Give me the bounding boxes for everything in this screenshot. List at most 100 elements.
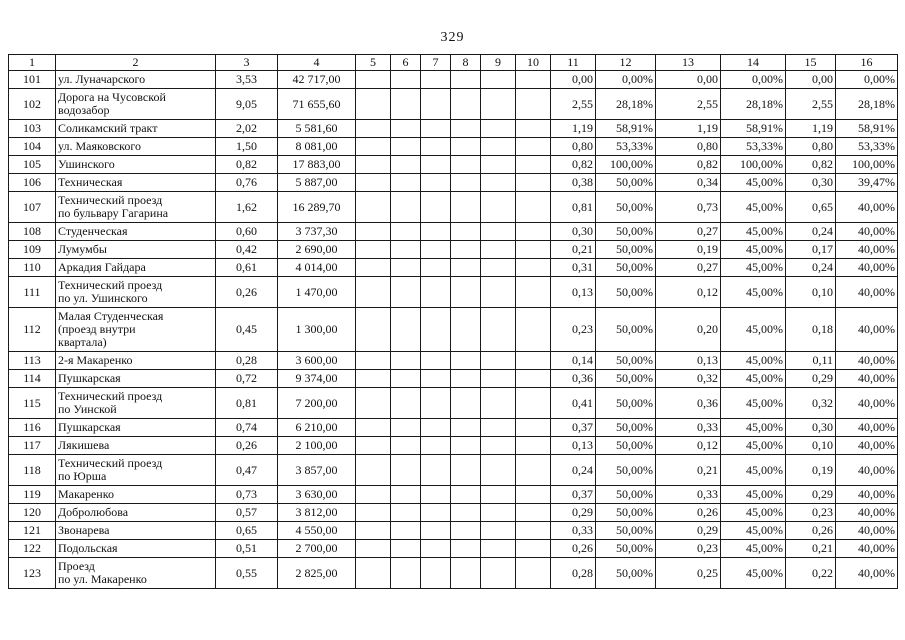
value-cell: 5 581,60 xyxy=(277,119,356,138)
value-cell: 40,00% xyxy=(835,307,898,352)
value-cell: 0,28 xyxy=(215,351,278,370)
empty-cell xyxy=(355,418,391,437)
row-number-cell: 111 xyxy=(8,276,56,308)
table-row: 120 Добролюбова 0,57 3 812,00 0,29 50,00% 0,26… xyxy=(8,503,898,522)
street-name-cell: Малая Студенческая (проезд внутри кварта… xyxy=(55,307,216,352)
row-number-cell: 122 xyxy=(8,539,56,558)
value-cell: 0,26 xyxy=(215,276,278,308)
value-cell: 0,28 xyxy=(550,557,596,589)
value-cell: 40,00% xyxy=(835,503,898,522)
empty-cell xyxy=(450,119,481,138)
empty-cell xyxy=(480,503,516,522)
value-cell: 50,00% xyxy=(595,418,656,437)
value-cell: 3 812,00 xyxy=(277,503,356,522)
value-cell: 45,00% xyxy=(720,485,786,504)
value-cell: 45,00% xyxy=(720,369,786,388)
empty-cell xyxy=(355,454,391,486)
empty-cell xyxy=(390,351,421,370)
value-cell: 0,65 xyxy=(785,191,836,223)
value-cell: 3,53 xyxy=(215,70,278,89)
row-number-cell: 121 xyxy=(8,521,56,540)
value-cell: 45,00% xyxy=(720,557,786,589)
empty-cell xyxy=(480,454,516,486)
table-row: 109 Лумумбы 0,42 2 690,00 0,21 50,00% 0,19 45,0… xyxy=(8,240,898,259)
value-cell: 0,23 xyxy=(550,307,596,352)
value-cell: 0,29 xyxy=(655,521,721,540)
value-cell: 40,00% xyxy=(835,276,898,308)
empty-cell xyxy=(450,191,481,223)
table-row: 115 Технический проезд по Уинской 0,81 7 20… xyxy=(8,387,898,419)
empty-cell xyxy=(355,539,391,558)
value-cell: 0,55 xyxy=(215,557,278,589)
value-cell: 0,73 xyxy=(655,191,721,223)
table-row: 121 Звонарева 0,65 4 550,00 0,33 50,00% 0,29 45… xyxy=(8,521,898,540)
value-cell: 0,81 xyxy=(215,387,278,419)
empty-cell xyxy=(450,436,481,455)
empty-cell xyxy=(450,539,481,558)
empty-cell xyxy=(390,521,421,540)
empty-cell xyxy=(515,137,551,156)
row-number-cell: 104 xyxy=(8,137,56,156)
value-cell: 0,10 xyxy=(785,436,836,455)
empty-cell xyxy=(450,70,481,89)
value-cell: 0,26 xyxy=(215,436,278,455)
value-cell: 1,19 xyxy=(655,119,721,138)
empty-cell xyxy=(420,70,451,89)
empty-cell xyxy=(480,351,516,370)
empty-cell xyxy=(420,88,451,120)
value-cell: 0,24 xyxy=(785,222,836,241)
street-name-cell: Макаренко xyxy=(55,485,216,504)
empty-cell xyxy=(480,276,516,308)
value-cell: 40,00% xyxy=(835,557,898,589)
empty-cell xyxy=(450,258,481,277)
empty-cell xyxy=(480,369,516,388)
table-row: 118 Технический проезд по Юрша 0,47 3 857,0… xyxy=(8,454,898,486)
empty-cell xyxy=(355,521,391,540)
value-cell: 50,00% xyxy=(595,539,656,558)
empty-cell xyxy=(355,70,391,89)
value-cell: 0,19 xyxy=(655,240,721,259)
column-header: 8 xyxy=(450,54,481,71)
empty-cell xyxy=(390,369,421,388)
value-cell: 4 014,00 xyxy=(277,258,356,277)
empty-cell xyxy=(355,155,391,174)
street-name-cell: Соликамский тракт xyxy=(55,119,216,138)
value-cell: 0,20 xyxy=(655,307,721,352)
column-header: 12 xyxy=(595,54,656,71)
table-row: 112 Малая Студенческая (проезд внутри ква… xyxy=(8,307,898,352)
value-cell: 0,32 xyxy=(655,369,721,388)
value-cell: 0,37 xyxy=(550,485,596,504)
empty-cell xyxy=(515,173,551,192)
empty-cell xyxy=(515,88,551,120)
value-cell: 0,21 xyxy=(785,539,836,558)
table-row: 113 2-я Макаренко 0,28 3 600,00 0,14 50,00% 0,… xyxy=(8,351,898,370)
empty-cell xyxy=(390,173,421,192)
empty-cell xyxy=(515,307,551,352)
empty-cell xyxy=(355,436,391,455)
empty-cell xyxy=(450,173,481,192)
empty-cell xyxy=(480,191,516,223)
table-row: 102 Дорога на Чусовской водозабор 9,05 71 6… xyxy=(8,88,898,120)
column-header: 11 xyxy=(550,54,596,71)
row-number-cell: 102 xyxy=(8,88,56,120)
value-cell: 1,50 xyxy=(215,137,278,156)
value-cell: 0,32 xyxy=(785,387,836,419)
column-header: 10 xyxy=(515,54,551,71)
value-cell: 2,55 xyxy=(550,88,596,120)
empty-cell xyxy=(420,258,451,277)
empty-cell xyxy=(390,276,421,308)
table-row: 111 Технический проезд по ул. Ушинского 0,… xyxy=(8,276,898,308)
row-number-cell: 107 xyxy=(8,191,56,223)
value-cell: 0,21 xyxy=(655,454,721,486)
empty-cell xyxy=(515,503,551,522)
empty-cell xyxy=(515,222,551,241)
empty-cell xyxy=(390,222,421,241)
value-cell: 2,55 xyxy=(785,88,836,120)
value-cell: 0,33 xyxy=(655,485,721,504)
value-cell: 45,00% xyxy=(720,276,786,308)
value-cell: 45,00% xyxy=(720,521,786,540)
empty-cell xyxy=(355,369,391,388)
value-cell: 50,00% xyxy=(595,454,656,486)
value-cell: 28,18% xyxy=(720,88,786,120)
empty-cell xyxy=(515,191,551,223)
